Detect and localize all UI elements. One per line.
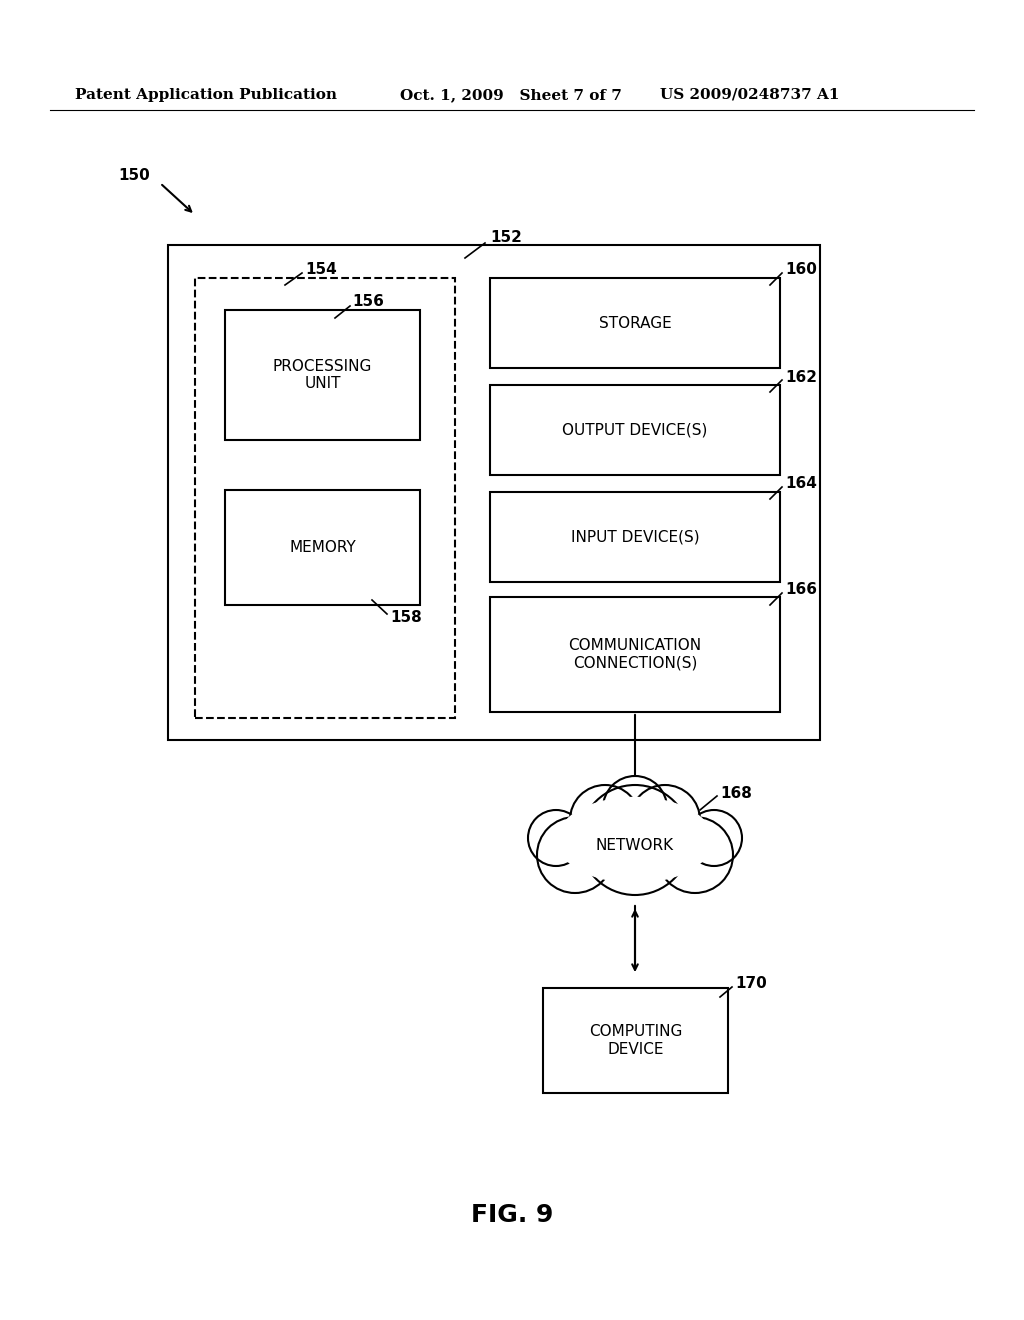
Circle shape [580,785,690,895]
Text: FIG. 9: FIG. 9 [471,1203,553,1228]
Text: INPUT DEVICE(S): INPUT DEVICE(S) [570,529,699,544]
Text: US 2009/0248737 A1: US 2009/0248737 A1 [660,88,840,102]
Text: 152: 152 [490,231,522,246]
Text: OUTPUT DEVICE(S): OUTPUT DEVICE(S) [562,422,708,437]
Ellipse shape [557,797,713,883]
Text: 156: 156 [352,294,384,309]
Text: 166: 166 [785,582,817,598]
Circle shape [603,776,667,840]
Bar [225,490,420,605]
Text: 170: 170 [735,975,767,990]
Bar [490,279,780,368]
Text: 154: 154 [305,263,337,277]
Text: 150: 150 [118,168,150,182]
Text: Oct. 1, 2009   Sheet 7 of 7: Oct. 1, 2009 Sheet 7 of 7 [400,88,622,102]
Text: 164: 164 [785,477,817,491]
Bar [490,597,780,711]
Circle shape [686,810,742,866]
Bar [168,246,820,741]
Circle shape [630,785,700,855]
Text: 168: 168 [720,785,752,800]
Text: COMPUTING
DEVICE: COMPUTING DEVICE [589,1024,682,1057]
Circle shape [570,785,640,855]
Text: 160: 160 [785,263,817,277]
Bar [490,385,780,475]
Text: COMMUNICATION
CONNECTION(S): COMMUNICATION CONNECTION(S) [568,639,701,671]
Circle shape [528,810,584,866]
Text: PROCESSING
UNIT: PROCESSING UNIT [272,359,372,391]
Text: NETWORK: NETWORK [596,837,674,853]
Bar [490,492,780,582]
Circle shape [537,817,613,894]
Text: STORAGE: STORAGE [599,315,672,330]
Bar [225,310,420,440]
Bar [195,279,455,718]
Circle shape [657,817,733,894]
Text: 162: 162 [785,370,817,384]
Text: Patent Application Publication: Patent Application Publication [75,88,337,102]
Bar [543,987,728,1093]
Text: 158: 158 [390,610,422,626]
Text: MEMORY: MEMORY [289,540,356,554]
